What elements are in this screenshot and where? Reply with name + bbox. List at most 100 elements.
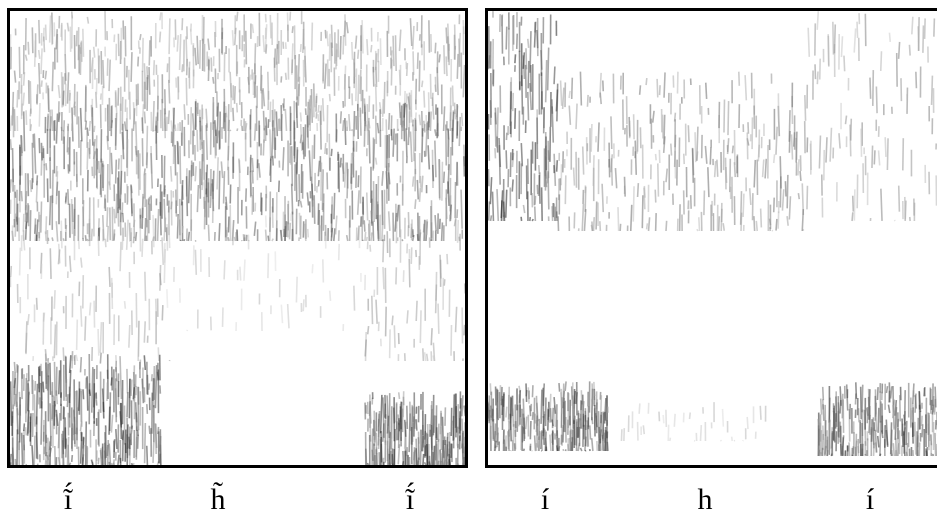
spectrogram-striation: [403, 461, 404, 465]
spectrogram-striation: [26, 427, 27, 435]
spectrogram-striation: [493, 192, 494, 221]
spectrogram-striation: [416, 301, 417, 321]
spectrogram-striation: [100, 353, 101, 364]
spectrogram-striation: [323, 98, 324, 121]
spectrogram-striation: [528, 92, 529, 120]
spectrogram-striation: [85, 235, 86, 241]
spectrogram-striation: [407, 310, 408, 323]
spectrogram-striation: [640, 85, 641, 95]
spectrogram-striation: [321, 225, 322, 241]
spectrogram-striation: [224, 171, 225, 203]
spectrogram-striation: [85, 316, 86, 340]
spectrogram-striation: [442, 453, 443, 465]
spectrogram-striation: [273, 156, 274, 166]
spectrogram-striation: [439, 54, 440, 62]
spectrogram-striation: [889, 33, 890, 42]
spectrogram-striation: [543, 383, 544, 405]
spectrogram-striation: [169, 226, 170, 248]
spectrogram-striation: [915, 422, 916, 455]
spectrogram-striation: [134, 220, 135, 227]
spectrogram-striation: [306, 108, 307, 115]
spectrogram-striation: [826, 137, 827, 162]
spectrogram-striation: [705, 146, 706, 164]
spectrogram-striation: [862, 423, 863, 456]
spectrogram-striation: [309, 95, 310, 125]
spectrogram-striation: [895, 404, 896, 431]
spectrogram-striation: [400, 30, 401, 52]
spectrogram-striation: [904, 431, 905, 456]
spectrogram-striation: [125, 301, 126, 309]
spectrogram-striation: [381, 439, 382, 465]
spectrogram-striation: [340, 111, 341, 123]
spectrogram-striation: [292, 184, 293, 215]
spectrogram-striation: [364, 112, 365, 147]
spectrogram-striation: [502, 14, 503, 26]
spectrogram-striation: [535, 22, 536, 48]
spectrogram-striation: [399, 392, 400, 399]
spectrogram-striation: [382, 171, 383, 186]
spectrogram-striation: [521, 418, 522, 450]
spectrogram-striation: [208, 225, 209, 241]
spectrogram-striation: [463, 65, 464, 97]
spectrogram-striation: [504, 202, 505, 221]
spectrogram-striation: [270, 129, 271, 161]
spectrogram-striation: [838, 402, 839, 437]
spectrogram-striation: [922, 416, 923, 426]
spectrogram-striation: [387, 135, 388, 171]
spectrogram-striation: [715, 161, 716, 177]
spectrogram-striation: [592, 417, 593, 424]
spectrogram-striation: [909, 45, 910, 56]
spectrogram-striation: [230, 130, 231, 131]
spectrogram-striation: [94, 139, 95, 146]
spectrogram-striation: [145, 272, 146, 301]
spectrogram-striation: [590, 425, 591, 439]
spectrogram-striation: [457, 427, 458, 446]
spectrogram-right: [485, 8, 937, 468]
spectrogram-striation: [138, 321, 139, 357]
spectrogram-striation: [372, 450, 373, 461]
spectrogram-striation: [109, 267, 110, 287]
spectrogram-striation: [276, 111, 277, 136]
spectrogram-striation: [149, 40, 150, 65]
spectrogram-striation: [164, 156, 165, 195]
spectrogram-striation: [798, 159, 799, 175]
spectrogram-striation: [372, 296, 373, 324]
spectrogram-striation: [442, 222, 443, 241]
spectrogram-striation: [557, 84, 558, 122]
spectrogram-striation: [787, 175, 788, 208]
spectrogram-striation: [270, 15, 271, 39]
spectrogram-striation: [34, 436, 35, 465]
spectrogram-striation: [24, 435, 25, 450]
spectrogram-striation: [118, 88, 119, 106]
spectrogram-striation: [226, 197, 227, 210]
spectrogram-striation: [10, 179, 11, 192]
spectrogram-striation: [546, 60, 547, 102]
spectrogram-striation: [101, 93, 102, 99]
spectrogram-striation: [111, 415, 112, 433]
spectrogram-striation: [501, 190, 502, 218]
spectrogram-striation: [663, 415, 664, 423]
spectrogram-striation: [541, 390, 542, 424]
spectrogram-striation: [107, 226, 108, 242]
spectrogram-striation: [149, 67, 150, 95]
spectrogram-striation: [72, 423, 73, 440]
spectrogram-striation: [541, 72, 542, 109]
spectrogram-striation: [237, 103, 238, 113]
spectrogram-striation: [461, 190, 462, 229]
spectrogram-striation: [521, 143, 522, 166]
spectrogram-striation: [296, 102, 297, 128]
spectrogram-striation: [21, 191, 22, 201]
spectrogram-striation: [268, 236, 269, 241]
spectrogram-right-image: [488, 11, 937, 465]
spectrogram-striation: [935, 433, 936, 456]
spectrogram-striation: [314, 195, 315, 224]
spectrogram-striation: [851, 119, 852, 141]
spectrogram-striation: [406, 128, 407, 156]
spectrogram-left: [7, 8, 468, 468]
spectrogram-striation: [114, 234, 115, 241]
spectrogram-striation: [832, 431, 833, 456]
spectrogram-striation: [288, 304, 289, 328]
spectrogram-striation: [844, 56, 845, 72]
spectrogram-striation: [61, 25, 62, 37]
spectrogram-striation: [318, 161, 319, 177]
